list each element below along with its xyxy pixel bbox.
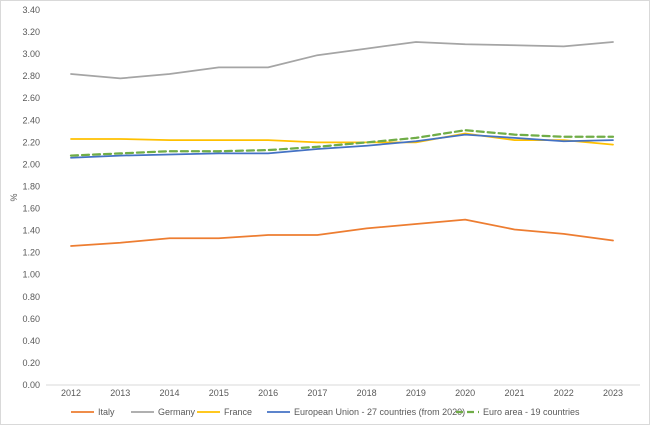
y-axis-title-group: %: [9, 193, 19, 201]
series-line-france: [70, 132, 614, 146]
y-tick-labels: 0.00 0.20 0.40 0.60 0.80 1.00 1.20 1.40 1.60 1.80…: [22, 5, 40, 390]
legend-label-italy: Italy: [98, 407, 115, 417]
legend-label-euro-area-19-countries: Euro area - 19 countries: [483, 407, 580, 417]
y-tick-label: 2.00: [22, 159, 40, 169]
y-tick-label: 1.00: [22, 270, 40, 280]
x-tick-label: 2018: [357, 388, 377, 398]
legend: Italy Germany France European Union - 27 co…: [71, 407, 580, 417]
y-tick-label: 1.80: [22, 181, 40, 191]
y-tick-label: 0.80: [22, 292, 40, 302]
series-line-euro-area-19-countries: [69, 129, 615, 157]
x-tick-label: 2023: [603, 388, 623, 398]
x-tick-label: 2013: [110, 388, 130, 398]
y-tick-label: 2.80: [22, 71, 40, 81]
x-tick-label: 2020: [455, 388, 475, 398]
y-tick-label: 1.60: [22, 204, 40, 214]
series-line-germany: [70, 41, 614, 80]
y-tick-label: 0.40: [22, 336, 40, 346]
legend-label-european-union-27-countries-from-2020: European Union - 27 countries (from 2020…: [294, 407, 465, 417]
x-tick-label: 2019: [406, 388, 426, 398]
x-tick-label: 2014: [160, 388, 180, 398]
series-line-european-union-27-countries-from-2020: [70, 133, 614, 159]
y-tick-label: 0.00: [22, 380, 40, 390]
y-tick-label: 3.00: [22, 49, 40, 59]
x-tick-label: 2017: [307, 388, 327, 398]
y-tick-label: 2.60: [22, 93, 40, 103]
y-tick-label: 0.60: [22, 314, 40, 324]
series-line-italy: [70, 218, 614, 247]
legend-label-france: France: [224, 407, 252, 417]
x-tick-labels: 2012 2013 2014 2015 2016 2017 2018 2019 2020 2021…: [61, 388, 623, 398]
x-tick-label: 2012: [61, 388, 81, 398]
x-tick-label: 2016: [258, 388, 278, 398]
x-tick-label: 2015: [209, 388, 229, 398]
y-axis-title: %: [9, 193, 19, 201]
y-tick-label: 3.20: [22, 27, 40, 37]
x-tick-label: 2022: [554, 388, 574, 398]
legend-label-germany: Germany: [158, 407, 196, 417]
y-tick-label: 2.20: [22, 137, 40, 147]
y-tick-label: 1.40: [22, 226, 40, 236]
series-lines: [69, 41, 615, 247]
y-tick-label: 1.20: [22, 248, 40, 258]
y-tick-label: 3.40: [22, 5, 40, 15]
x-tick-label: 2021: [504, 388, 524, 398]
y-tick-label: 0.20: [22, 358, 40, 368]
y-tick-label: 2.40: [22, 115, 40, 125]
